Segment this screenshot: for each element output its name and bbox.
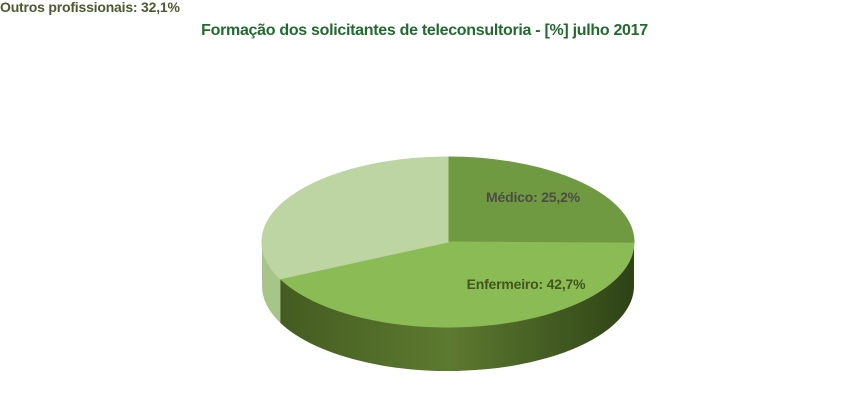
pie-side-outros-profissionais: [262, 242, 281, 323]
pie-slice-enfermeiro: [279, 241, 635, 328]
pie-label-enfermeiro: Enfermeiro: 42,7%: [466, 276, 586, 292]
pie-label-outros-profissionais: Outros profissionais: 32,1%: [0, 0, 180, 15]
pie-slice-outros-profissionais: [261, 156, 449, 280]
pie-label-medico: Médico: 25,2%: [486, 189, 580, 205]
pie-side-enfermeiro: [280, 243, 634, 372]
chart-title: Formação dos solicitantes de teleconsult…: [201, 22, 648, 39]
pie-slice-medico: [447, 156, 635, 244]
